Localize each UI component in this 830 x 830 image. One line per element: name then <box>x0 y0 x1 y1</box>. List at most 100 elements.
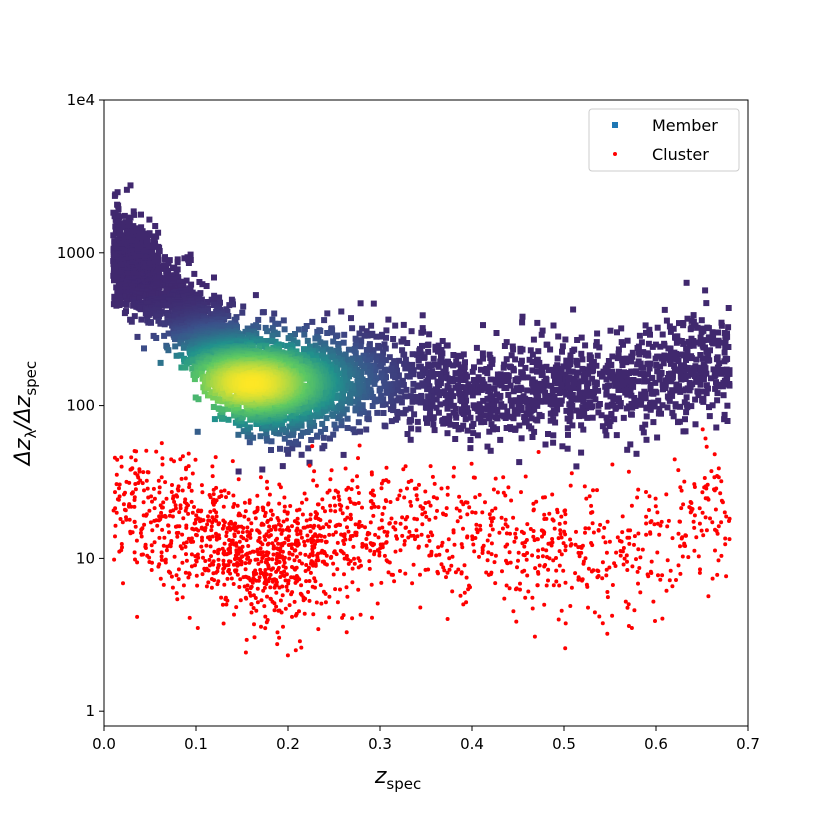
member-point <box>697 371 704 378</box>
member-point <box>134 333 141 340</box>
member-point <box>668 350 674 357</box>
member-point <box>570 306 577 313</box>
member-point <box>160 282 167 289</box>
member-point <box>528 415 535 422</box>
member-point <box>344 425 351 431</box>
member-point <box>128 318 135 325</box>
member-point <box>620 341 626 348</box>
member-point <box>534 319 541 326</box>
member-point <box>635 378 642 385</box>
member-point <box>611 416 618 423</box>
member-point <box>247 432 254 439</box>
member-point <box>412 394 419 400</box>
member-point <box>719 366 726 373</box>
member-point <box>359 325 366 332</box>
member-point <box>502 372 509 379</box>
member-point <box>181 335 188 342</box>
member-point <box>328 329 335 336</box>
member-point <box>607 327 614 334</box>
member-point <box>285 450 292 457</box>
member-point <box>612 382 619 389</box>
member-point <box>444 405 451 412</box>
member-point <box>320 434 327 441</box>
member-point <box>377 374 384 381</box>
member-point <box>283 446 290 453</box>
member-point <box>168 319 175 325</box>
member-point <box>674 386 681 393</box>
member-point <box>364 368 371 375</box>
member-point <box>588 359 595 366</box>
member-point <box>682 416 688 423</box>
member-point <box>309 412 316 419</box>
member-point <box>519 319 526 326</box>
member-point <box>349 325 356 332</box>
member-point <box>274 331 281 338</box>
member-point <box>160 296 167 303</box>
member-point <box>488 406 495 412</box>
member-point <box>163 302 170 309</box>
member-point <box>156 313 162 320</box>
member-point <box>526 356 533 363</box>
member-point <box>503 339 510 346</box>
member-point <box>543 341 550 348</box>
member-point <box>280 425 286 432</box>
member-point <box>709 329 716 336</box>
member-point <box>285 335 292 342</box>
member-point <box>191 300 197 307</box>
member-point <box>429 402 436 409</box>
member-point <box>538 331 545 338</box>
member-point <box>565 431 571 438</box>
member-point <box>467 414 474 421</box>
member-point <box>518 360 524 367</box>
member-point <box>647 382 654 388</box>
member-point <box>183 321 190 328</box>
member-point <box>236 422 243 429</box>
member-point <box>336 412 343 419</box>
member-point <box>245 429 252 436</box>
member-point <box>212 295 218 302</box>
member-point <box>654 368 661 375</box>
member-point <box>688 335 695 342</box>
member-point <box>344 396 351 403</box>
member-point <box>467 437 474 443</box>
member-point <box>191 270 198 277</box>
member-point <box>432 346 439 353</box>
member-point <box>687 326 694 333</box>
member-point <box>408 370 415 377</box>
member-point <box>401 360 408 367</box>
member-point <box>688 403 695 410</box>
member-point <box>649 390 655 397</box>
member-point <box>275 320 282 327</box>
member-point <box>231 338 238 345</box>
member-point <box>632 403 639 409</box>
member-point <box>703 390 710 397</box>
member-point <box>547 417 554 424</box>
member-point <box>404 431 411 437</box>
member-point <box>712 385 719 392</box>
member-point <box>564 415 571 422</box>
member-point <box>490 424 497 431</box>
member-point <box>115 206 122 213</box>
member-point <box>394 397 401 404</box>
member-point <box>321 390 328 397</box>
member-point <box>559 343 566 350</box>
member-point <box>659 381 666 388</box>
member-point <box>217 412 224 419</box>
member-point <box>454 352 461 359</box>
member-point <box>465 381 472 388</box>
member-point <box>414 351 421 358</box>
member-point <box>208 296 215 303</box>
member-point <box>207 311 214 318</box>
member-point <box>629 404 636 411</box>
member-point <box>667 328 674 335</box>
member-point <box>165 347 172 354</box>
member-point <box>368 322 375 329</box>
member-point <box>180 344 187 351</box>
member-point <box>427 408 434 415</box>
member-point <box>552 377 558 384</box>
member-point <box>407 393 414 400</box>
member-point <box>554 406 561 413</box>
member-point <box>359 402 366 409</box>
member-point <box>469 368 476 375</box>
member-point <box>564 445 571 452</box>
